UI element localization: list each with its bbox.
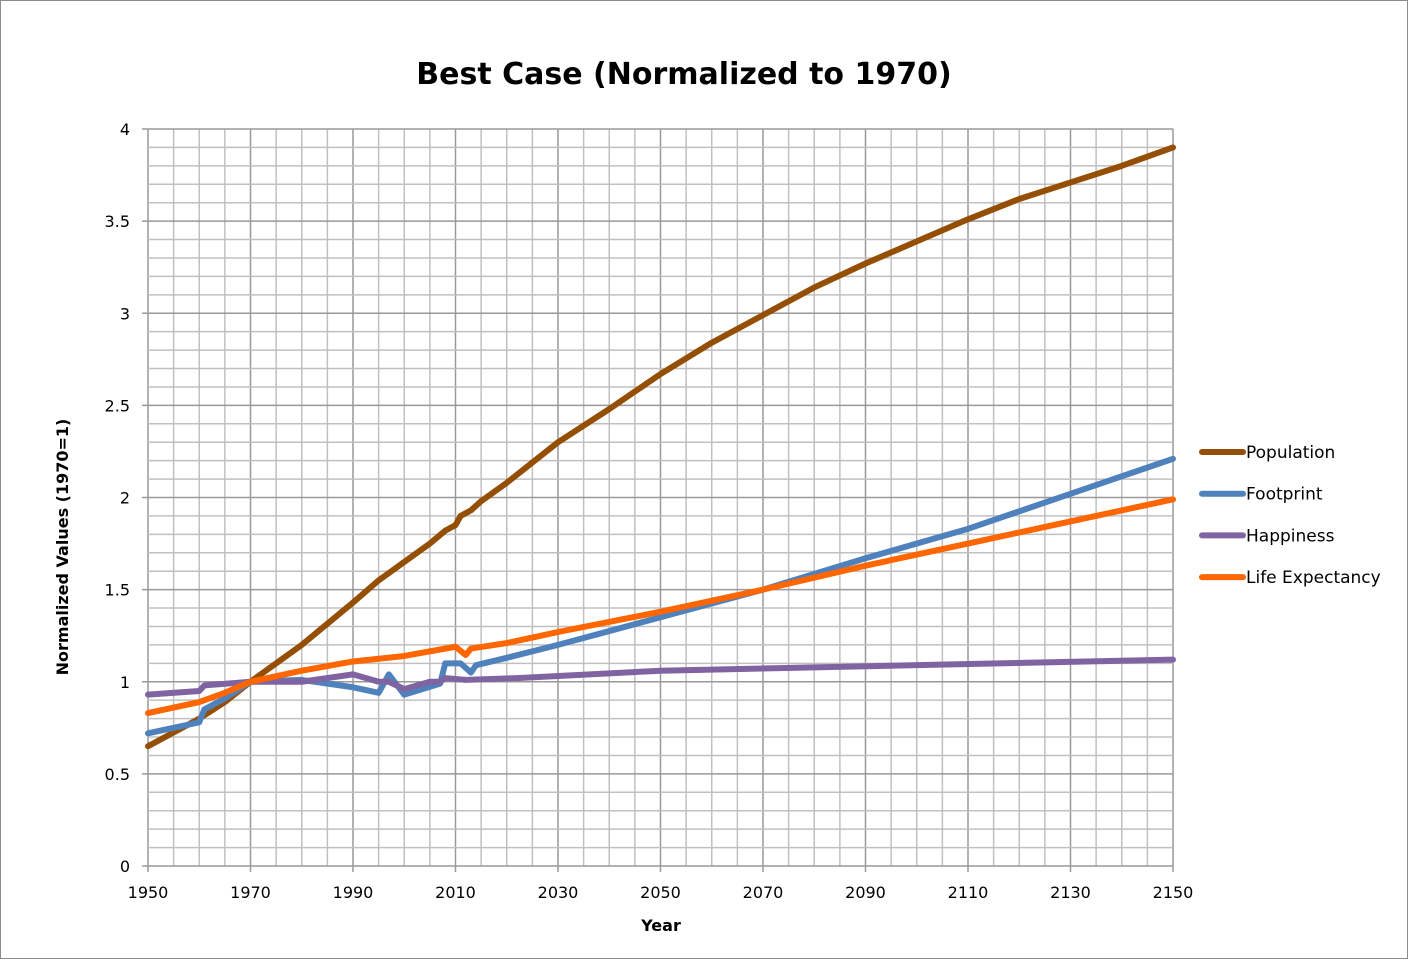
x-tick-label: 1950 [128,883,169,902]
y-tick-label: 0.5 [105,765,130,784]
y-tick-label: 1 [120,673,130,692]
series-line-population [145,144,1176,750]
legend-label: Footprint [1246,485,1323,505]
x-tick-label: 2010 [435,883,476,902]
legend-item: Happiness [1199,526,1335,546]
x-tick-label: 2090 [845,883,886,902]
series-lines [145,144,1176,750]
series-line-happiness [145,656,1176,698]
y-axis-label: Normalized Values (1970=1) [53,419,72,676]
x-tick-label: 2070 [743,883,784,902]
legend-item: Life Expectancy [1199,568,1381,588]
x-tick-label: 2130 [1050,883,1091,902]
y-tick-label: 3 [120,304,130,323]
legend-label: Life Expectancy [1246,568,1381,588]
y-tick-label: 2.5 [105,396,130,415]
x-tick-label: 2030 [538,883,579,902]
chart-title: Best Case (Normalized to 1970) [416,57,951,92]
x-tick-label: 1990 [333,883,374,902]
legend-item: Population [1199,443,1335,463]
grid [142,128,1174,872]
tick-labels: 1950 1970 1990 2010 2030 2050 2070 2090 2110 2130… [105,120,1194,902]
series-line-life-expectancy [145,496,1176,717]
legend: Population Footprint Happiness Life Expecta… [1199,443,1381,588]
y-tick-label: 4 [120,120,130,139]
y-tick-label: 1.5 [105,581,130,600]
x-axis-label: Year [640,916,681,935]
y-tick-label: 3.5 [105,212,130,231]
x-tick-label: 1970 [230,883,271,902]
legend-item: Footprint [1199,485,1323,505]
legend-label: Population [1246,443,1335,463]
y-tick-label: 0 [120,857,130,876]
legend-label: Happiness [1246,526,1335,546]
x-tick-label: 2150 [1153,883,1194,902]
x-tick-label: 2110 [948,883,989,902]
x-tick-label: 2050 [640,883,681,902]
y-tick-label: 2 [120,489,130,508]
